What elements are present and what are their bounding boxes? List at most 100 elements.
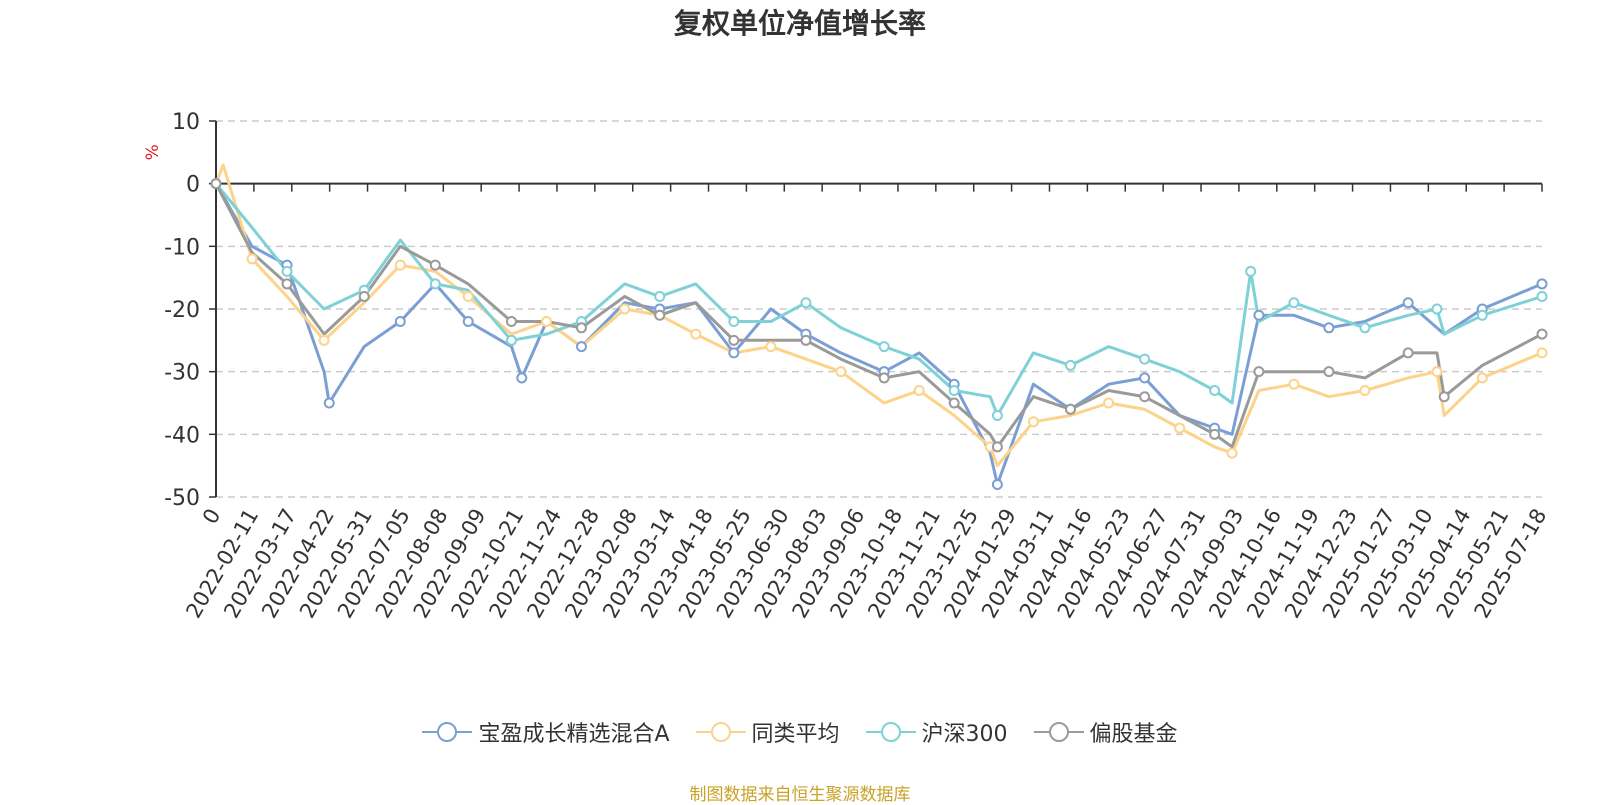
y-axis-unit-label: % <box>143 144 163 160</box>
data-point <box>1139 353 1151 365</box>
data-point <box>540 316 552 328</box>
data-point <box>505 334 517 346</box>
data-point <box>358 290 370 302</box>
y-tick-label: -50 <box>164 486 200 511</box>
data-source-note: 制图数据来自恒生聚源数据库 <box>689 785 911 805</box>
data-point <box>505 316 517 328</box>
data-point <box>991 478 1003 490</box>
data-point <box>800 334 812 346</box>
gridlines <box>216 120 1542 498</box>
series-markers <box>210 178 1548 490</box>
data-point <box>1288 297 1300 309</box>
chart-title: 复权单位净值增长率 <box>673 7 926 40</box>
legend-swatch-icon <box>695 722 746 742</box>
data-point <box>246 253 258 265</box>
legend-swatch-icon <box>1033 722 1084 742</box>
data-point <box>575 322 587 334</box>
data-point <box>1536 347 1548 359</box>
data-point <box>429 259 441 271</box>
data-point <box>728 334 740 346</box>
data-point <box>690 328 702 340</box>
data-point <box>800 297 812 309</box>
series-line-3 <box>214 183 1543 449</box>
legend-item-equity-fund[interactable]: 偏股基金 <box>1033 716 1178 748</box>
data-point <box>728 316 740 328</box>
series-line-2 <box>214 182 1543 417</box>
legend-item-csi300[interactable]: 沪深300 <box>865 716 1008 748</box>
data-point <box>1245 265 1257 277</box>
data-point <box>1536 278 1548 290</box>
legend-label: 宝盈成长精选混合A <box>478 722 670 747</box>
y-tick-label: 10 <box>172 110 200 135</box>
data-point <box>1209 384 1221 396</box>
data-point <box>1359 384 1371 396</box>
data-point <box>1476 372 1488 384</box>
data-point <box>516 372 528 384</box>
data-point <box>1139 391 1151 403</box>
y-tick-label: -40 <box>164 423 200 448</box>
legend-swatch-icon <box>865 722 916 742</box>
data-point <box>765 341 777 353</box>
data-point <box>1253 309 1265 321</box>
data-point <box>1027 416 1039 428</box>
data-point <box>1253 366 1265 378</box>
data-point <box>1139 372 1151 384</box>
data-point <box>1064 359 1076 371</box>
data-point <box>1431 303 1443 315</box>
data-point <box>1402 347 1414 359</box>
legend-item-fund[interactable]: 宝盈成长精选混合A <box>422 716 670 748</box>
data-point <box>1536 290 1548 302</box>
legend-label: 偏股基金 <box>1089 722 1178 747</box>
data-point <box>1402 297 1414 309</box>
data-point <box>323 397 335 409</box>
data-point <box>948 397 960 409</box>
data-point <box>281 278 293 290</box>
y-tick-label: 0 <box>186 173 200 198</box>
data-point <box>462 290 474 302</box>
legend-label: 沪深300 <box>921 722 1008 747</box>
series-lines <box>214 163 1543 486</box>
data-point <box>728 347 740 359</box>
data-point <box>654 290 666 302</box>
data-point <box>462 316 474 328</box>
data-point <box>575 341 587 353</box>
data-point <box>991 410 1003 422</box>
data-point <box>281 265 293 277</box>
y-tick-label: -10 <box>164 235 200 260</box>
data-point <box>619 303 631 315</box>
data-point <box>1288 378 1300 390</box>
data-point <box>991 441 1003 453</box>
legend: 宝盈成长精选混合A 同类平均 沪深300 偏股基金 <box>0 716 1600 748</box>
legend-swatch-icon <box>422 722 473 742</box>
data-point <box>394 316 406 328</box>
series-line-0 <box>214 182 1543 486</box>
data-point <box>878 372 890 384</box>
legend-item-peer-average[interactable]: 同类平均 <box>695 716 840 748</box>
data-point <box>948 384 960 396</box>
data-point <box>878 341 890 353</box>
data-point <box>1323 322 1335 334</box>
series-line-1 <box>214 163 1543 468</box>
legend-label: 同类平均 <box>751 722 840 747</box>
data-point <box>394 259 406 271</box>
data-point <box>1103 397 1115 409</box>
data-point <box>1323 366 1335 378</box>
data-point <box>1209 428 1221 440</box>
data-point <box>654 309 666 321</box>
data-point <box>318 334 330 346</box>
data-point <box>1226 447 1238 459</box>
data-point <box>429 278 441 290</box>
y-tick-label: -20 <box>164 298 200 323</box>
data-point <box>1064 403 1076 415</box>
axis-labels: 100-10-20-30-40-50%02022-02-112022-03-17… <box>143 110 1551 622</box>
data-point <box>1359 322 1371 334</box>
data-point <box>913 384 925 396</box>
data-point <box>1431 366 1443 378</box>
data-point <box>1438 391 1450 403</box>
data-point <box>210 178 222 190</box>
x-tick-label: 0 <box>198 505 225 529</box>
y-tick-label: -30 <box>164 361 200 386</box>
data-point <box>835 366 847 378</box>
data-point <box>1536 328 1548 340</box>
